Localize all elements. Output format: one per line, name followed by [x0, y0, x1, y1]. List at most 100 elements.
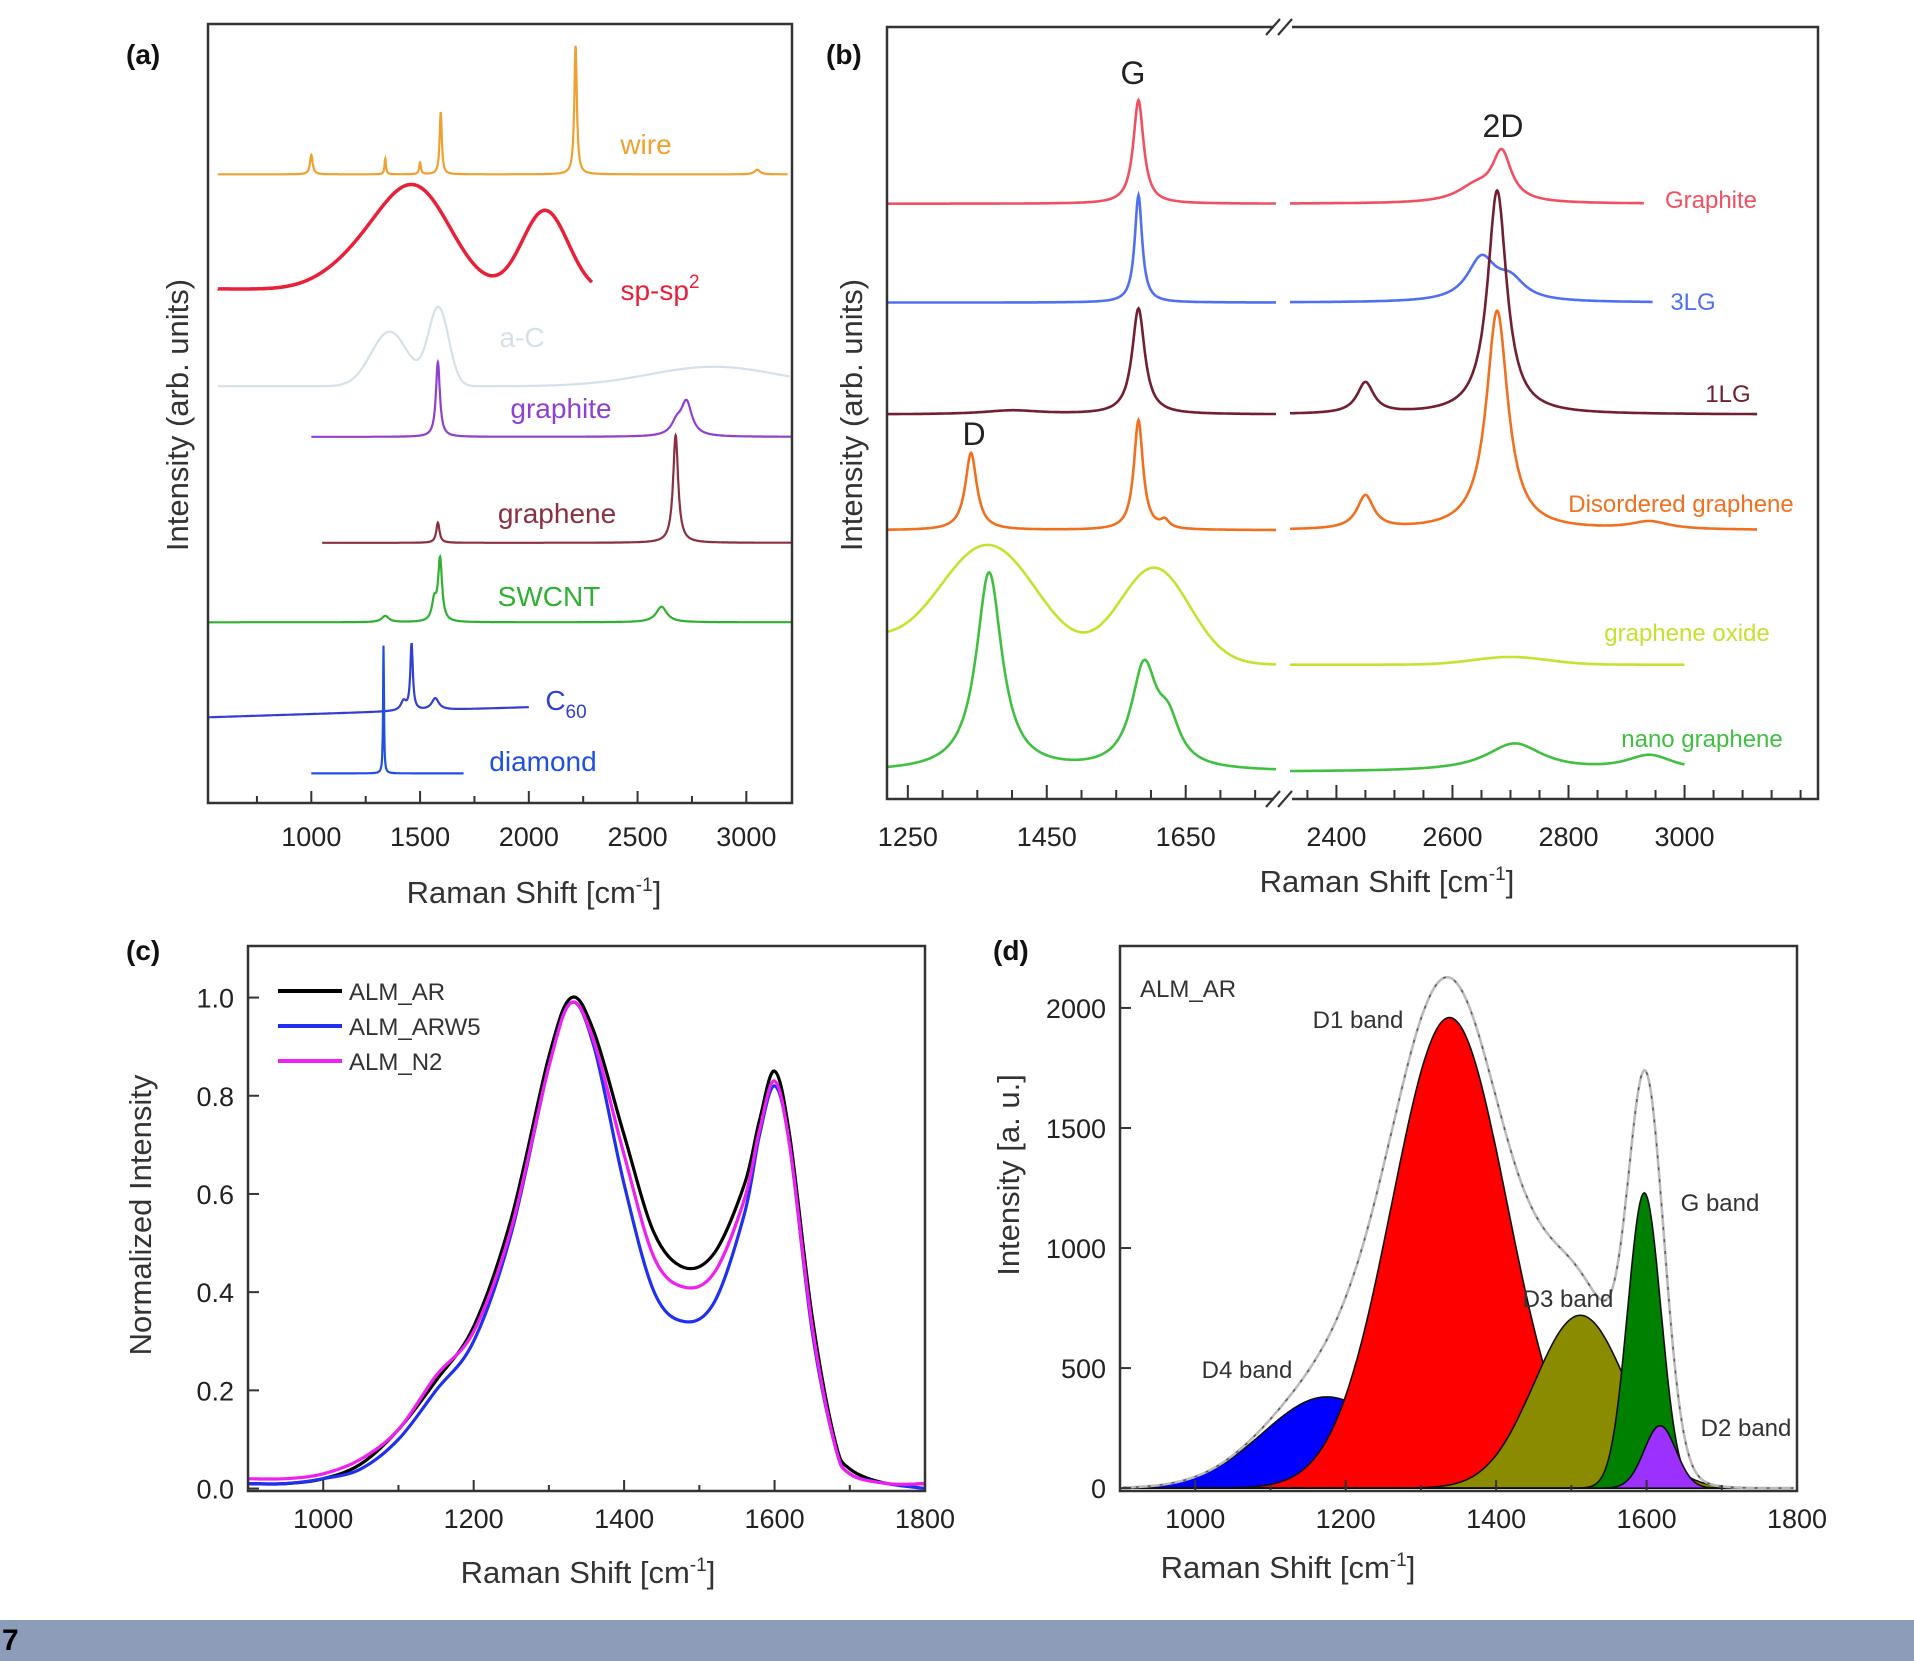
panel-d-y-axis-label: Intensity [a. u.]	[991, 1074, 1026, 1276]
series-label: a-C	[499, 322, 544, 353]
xlabel-text-end: ]	[707, 1555, 716, 1590]
xlabel-text: Raman Shift [cm	[461, 1555, 690, 1590]
y-tick-label: 0.8	[196, 1082, 234, 1112]
series-label: 3LG	[1670, 289, 1715, 316]
series-label: nano graphene	[1621, 726, 1782, 753]
y-tick-label: 1000	[1046, 1234, 1106, 1264]
x-tick-label: 2600	[1422, 822, 1482, 852]
series-label: graphene oxide	[1604, 620, 1769, 647]
y-tick-label: 0.4	[196, 1278, 234, 1308]
series-label: Disordered graphene	[1568, 491, 1793, 518]
series-label-text: wire	[619, 129, 671, 160]
band-label: D4 band	[1202, 1357, 1293, 1384]
figure-number: 7	[2, 1624, 19, 1657]
series-line-sp-sp	[217, 182, 594, 291]
series-line-disordered-graphene-high	[1290, 309, 1758, 531]
series-label-text: SWCNT	[498, 581, 601, 612]
x-tick-label: 2000	[499, 822, 559, 852]
peak-annotation-g: G	[1121, 55, 1146, 91]
axis-break-mark	[1277, 790, 1293, 808]
x-tick-label: 2400	[1306, 822, 1366, 852]
series-line-1lg-high	[1289, 188, 1758, 416]
series-line-3lg-high	[1290, 253, 1653, 304]
series-line-1lg-low	[887, 306, 1276, 416]
y-tick-label: 2000	[1046, 994, 1106, 1024]
axis-break-mark	[1277, 18, 1293, 36]
xlabel-superscript: -1	[1489, 864, 1506, 885]
panel-c-series	[247, 995, 926, 1491]
series-label-text: C	[545, 685, 565, 716]
x-tick-label: 1000	[281, 822, 341, 852]
x-tick-label: 1650	[1156, 822, 1216, 852]
panel-a-x-axis-label: Raman Shift [cm-1]	[407, 875, 662, 910]
xlabel-superscript: -1	[690, 1555, 707, 1576]
xlabel-text-end: ]	[653, 875, 662, 910]
panel-d-x-axis-label: Raman Shift [cm-1]	[1161, 1550, 1416, 1585]
measured-spectrum-line	[1123, 976, 1794, 1489]
xlabel-text: Raman Shift [cm	[1260, 864, 1489, 899]
series-label-text: sp-sp	[620, 275, 688, 306]
panel-a-series	[208, 45, 792, 775]
legend-label: ALM_AR	[349, 979, 445, 1006]
x-tick-label: 3000	[716, 822, 776, 852]
panel-c-x-axis-label: Raman Shift [cm-1]	[461, 1555, 716, 1590]
band-label: G band	[1681, 1190, 1760, 1217]
x-tick-label: 1400	[1466, 1504, 1526, 1534]
y-tick-label: 500	[1061, 1354, 1106, 1384]
xlabel-text-end: ]	[1407, 1550, 1416, 1585]
series-label-text: a-C	[499, 322, 544, 353]
x-tick-label: 1200	[1316, 1504, 1376, 1534]
band-label: D2 band	[1701, 1415, 1792, 1442]
series-label: wire	[619, 129, 671, 160]
panel-a-y-axis-label: Intensity (arb. units)	[160, 279, 195, 551]
panel-a-plot-frame	[206, 22, 794, 805]
x-tick-label: 1000	[293, 1504, 353, 1534]
figure-number-bar: 7	[0, 1620, 1914, 1661]
xlabel-text: Raman Shift [cm	[1161, 1550, 1390, 1585]
axis-break-gap	[1274, 794, 1292, 804]
axis-break-mark	[1265, 790, 1281, 808]
y-tick-label: 0.2	[196, 1376, 234, 1406]
series-label: sp-sp2	[620, 272, 699, 306]
y-tick-label: 1.0	[196, 984, 234, 1014]
peak-annotation-d: D	[962, 416, 985, 452]
series-label-subscript: 60	[566, 702, 587, 723]
legend-label: ALM_ARW5	[349, 1014, 481, 1041]
series-line-graphene	[322, 432, 792, 544]
x-tick-label: 1800	[1767, 1504, 1827, 1534]
x-tick-label: 1500	[390, 822, 450, 852]
series-line-graphene-oxide-low	[886, 543, 1276, 666]
panel-a-label: (a)	[126, 39, 160, 70]
series-line-graphene-oxide-high	[1290, 655, 1685, 666]
y-tick-label: 0.6	[196, 1180, 234, 1210]
panel-d-bands	[1122, 1016, 1794, 1489]
series-line-disordered-graphene-low	[887, 416, 1276, 532]
x-tick-label: 1200	[444, 1504, 504, 1534]
series-line-nano-graphene-low	[887, 570, 1276, 771]
series-label: SWCNT	[498, 581, 601, 612]
peak-annotation-2d: 2D	[1483, 108, 1524, 144]
legend-label: ALM_N2	[349, 1049, 442, 1076]
series-label-superscript: 2	[689, 272, 700, 293]
panel-b-plot-frame	[885, 25, 1820, 801]
series-label-text: graphite	[510, 393, 611, 424]
x-tick-label: 1600	[1617, 1504, 1677, 1534]
x-tick-label: 2500	[608, 822, 668, 852]
series-label: diamond	[489, 746, 596, 777]
series-line-swcnt	[208, 553, 792, 624]
panel-d-label: (d)	[993, 935, 1029, 966]
series-line-graphite-high	[1290, 147, 1644, 205]
x-tick-label: 1250	[878, 822, 938, 852]
xlabel-superscript: -1	[636, 875, 653, 896]
series-line-a-c	[217, 305, 791, 388]
panel-c-plot-frame	[246, 944, 927, 1493]
band-label: D3 band	[1523, 1286, 1614, 1313]
x-tick-label: 1600	[745, 1504, 805, 1534]
xlabel-text: Raman Shift [cm	[407, 875, 636, 910]
y-tick-label: 0	[1091, 1474, 1106, 1504]
panel-b-y-axis-label: Intensity (arb. units)	[834, 279, 869, 551]
series-line-alm_n2	[247, 1000, 926, 1486]
panel-c-label: (c)	[126, 935, 160, 966]
series-line-3lg-low	[887, 190, 1276, 304]
